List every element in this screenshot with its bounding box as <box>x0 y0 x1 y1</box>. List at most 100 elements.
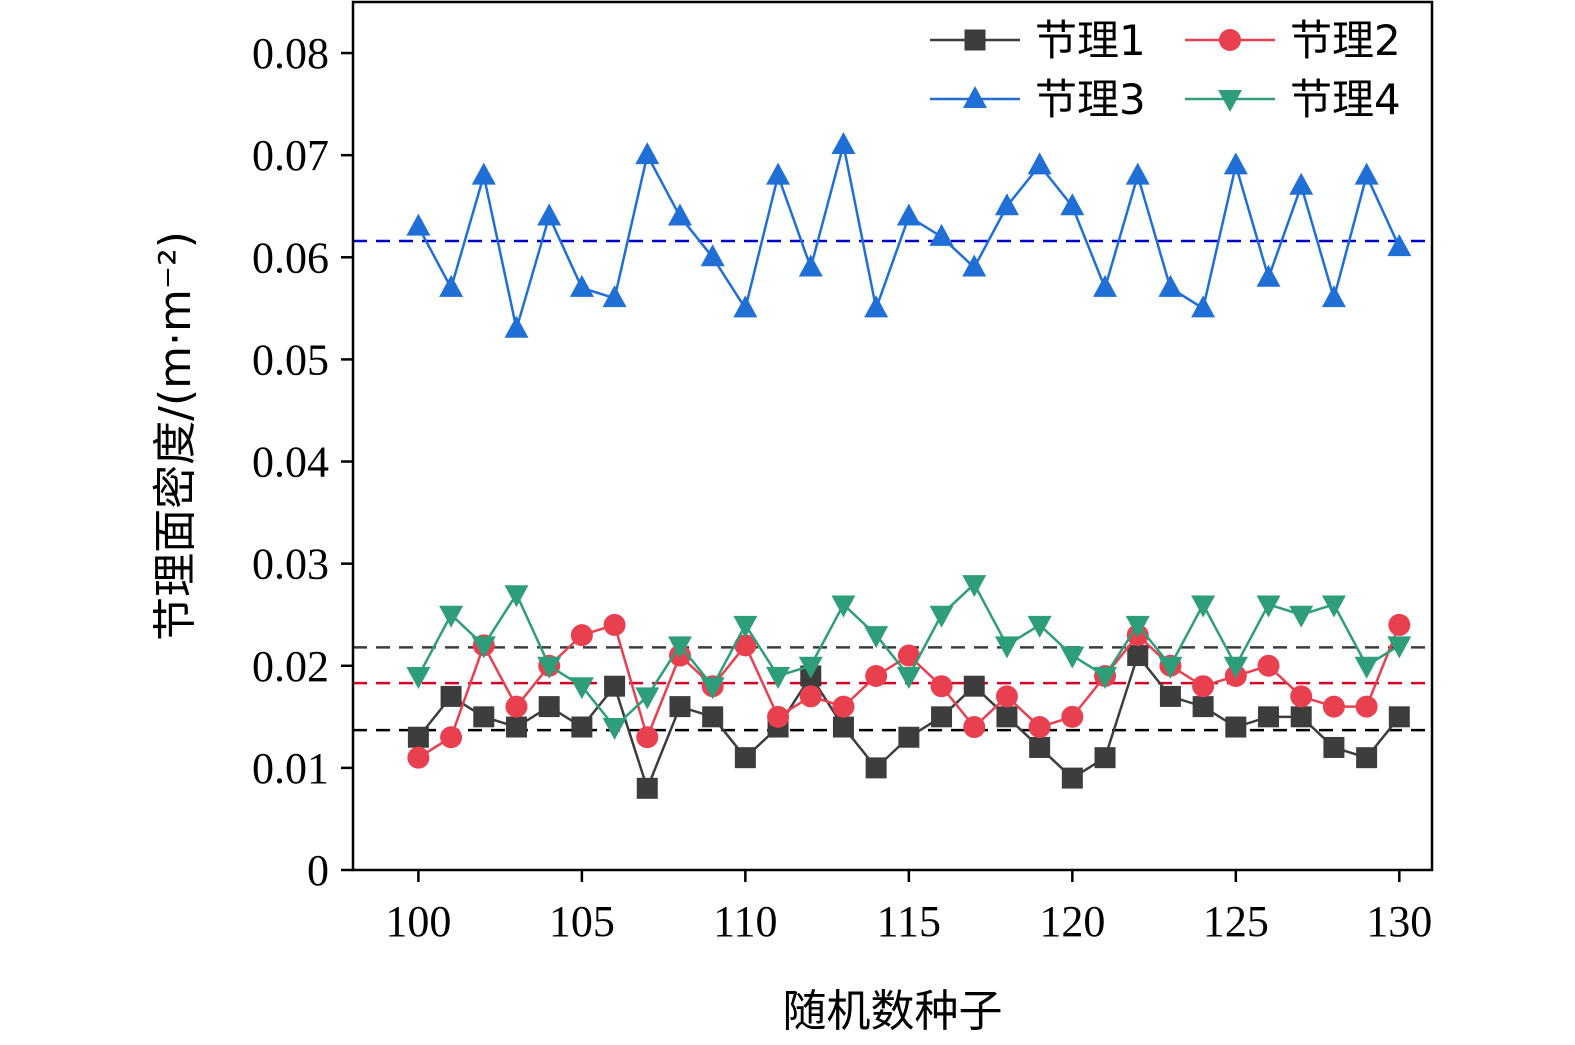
data-point <box>700 244 725 267</box>
data-point <box>1191 295 1216 318</box>
data-point <box>700 677 725 700</box>
data-point <box>995 685 1018 708</box>
data-point <box>1159 685 1181 707</box>
series <box>406 575 1412 741</box>
data-point <box>604 675 626 697</box>
data-point <box>569 274 594 297</box>
legend-label: 节理4 <box>1290 75 1401 124</box>
y-tick-label: 0.03 <box>252 540 329 589</box>
data-point <box>832 695 855 718</box>
series-layer <box>406 131 1412 799</box>
mean-lines <box>353 239 1432 732</box>
data-point <box>1060 646 1085 669</box>
y-tick-label: 0.02 <box>252 642 329 691</box>
data-point <box>1387 234 1412 257</box>
data-point <box>440 685 462 707</box>
data-point <box>1158 656 1183 679</box>
data-point <box>1387 636 1412 659</box>
data-point <box>733 295 758 318</box>
data-point <box>406 666 431 689</box>
data-point <box>636 777 658 799</box>
y-tick-label: 0.05 <box>252 335 329 384</box>
data-point <box>994 193 1019 216</box>
data-point <box>1125 615 1150 638</box>
data-point <box>1289 605 1314 628</box>
data-point <box>1223 656 1248 679</box>
data-point <box>538 696 560 718</box>
x-tick-label: 110 <box>713 897 777 946</box>
data-point <box>471 162 496 185</box>
data-point <box>1093 274 1118 297</box>
data-point <box>504 315 529 338</box>
data-point <box>505 695 528 718</box>
y-tick-label: 0.04 <box>252 438 329 487</box>
y-tick-label: 0.08 <box>252 29 329 78</box>
data-point <box>439 274 464 297</box>
data-point <box>537 656 562 679</box>
data-point <box>1127 645 1149 667</box>
data-point <box>473 706 495 728</box>
data-point <box>1258 706 1280 728</box>
data-point <box>1218 90 1242 112</box>
data-point <box>929 223 954 246</box>
x-tick-label: 130 <box>1366 897 1432 946</box>
x-tick-label: 125 <box>1203 897 1269 946</box>
data-point <box>1355 695 1378 718</box>
data-point <box>799 685 822 708</box>
data-point <box>440 726 463 749</box>
data-point <box>1290 706 1312 728</box>
data-point <box>570 624 593 647</box>
legend: 节理1 节理2 节理3 节理4 <box>930 16 1401 124</box>
data-point <box>1356 747 1378 769</box>
data-point <box>1388 706 1410 728</box>
data-point <box>734 747 756 769</box>
data-point <box>471 636 496 659</box>
data-point <box>636 726 659 749</box>
data-point <box>733 615 758 638</box>
data-point <box>1289 172 1314 195</box>
series-line <box>417 144 1401 330</box>
data-point <box>1061 705 1084 728</box>
data-point <box>897 644 920 667</box>
data-point <box>1323 736 1345 758</box>
data-point <box>964 29 986 51</box>
data-point <box>407 726 429 748</box>
data-point <box>667 636 692 659</box>
data-point <box>1225 716 1247 738</box>
y-tick-label: 0.06 <box>252 233 329 282</box>
data-point <box>963 675 985 697</box>
data-point <box>1290 685 1313 708</box>
data-point <box>602 285 627 308</box>
data-point <box>1060 193 1085 216</box>
legend-label: 节理3 <box>1035 75 1146 124</box>
y-tick-label: 0 <box>307 846 329 895</box>
data-point <box>603 613 626 636</box>
data-point <box>1028 716 1051 739</box>
data-point <box>832 716 854 738</box>
data-point <box>1027 152 1052 175</box>
data-point <box>1354 656 1379 679</box>
data-point <box>1256 264 1281 287</box>
data-point <box>896 203 921 226</box>
data-point <box>1125 162 1150 185</box>
data-point <box>1219 29 1241 51</box>
data-point <box>962 254 987 277</box>
data-point <box>766 162 791 185</box>
data-point <box>1061 767 1083 789</box>
data-point <box>930 675 953 698</box>
data-point <box>505 716 527 738</box>
data-point <box>407 746 430 769</box>
data-point <box>1388 613 1411 636</box>
x-tick-label: 115 <box>877 897 941 946</box>
data-point <box>994 636 1019 659</box>
y-tick-label: 0.01 <box>252 744 329 793</box>
data-point <box>667 203 692 226</box>
data-point <box>504 585 529 608</box>
legend-label: 节理2 <box>1290 16 1401 65</box>
data-point <box>602 718 627 741</box>
data-point <box>864 295 889 318</box>
data-point <box>1093 666 1118 689</box>
y-tick-label: 0.07 <box>252 131 329 180</box>
data-point <box>537 203 562 226</box>
